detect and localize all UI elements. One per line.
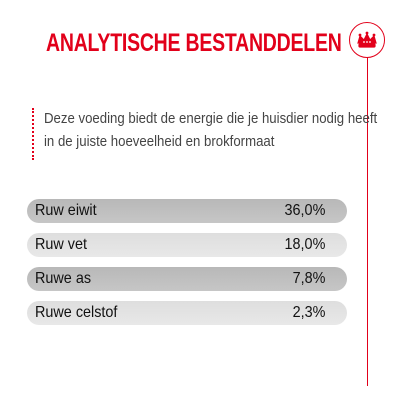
vertical-divider — [367, 56, 368, 386]
row-label: Ruwe celstof — [35, 304, 118, 321]
row-value: 18,0% — [284, 236, 325, 253]
crown-icon — [357, 31, 377, 48]
intro-text: Deze voeding biedt de energie die je hui… — [44, 107, 378, 153]
table-row: Ruwe as 7,8% — [27, 267, 347, 291]
intro-line-2: in de juiste hoeveelheid en brokformaat — [44, 133, 275, 150]
row-label: Ruw vet — [35, 236, 88, 253]
row-value: 2,3% — [292, 304, 325, 321]
page-title: ANALYTISCHE BESTANDDELEN — [46, 29, 342, 57]
table-row: Ruw vet 18,0% — [27, 233, 347, 257]
constituents-table: Ruw eiwit 36,0% Ruw vet 18,0% Ruwe as 7,… — [27, 199, 347, 335]
row-value: 7,8% — [292, 270, 325, 287]
intro-line-1: Deze voeding biedt de energie die je hui… — [44, 110, 378, 127]
table-row: Ruwe celstof 2,3% — [27, 301, 347, 325]
row-value: 36,0% — [284, 202, 325, 219]
brand-badge — [349, 22, 385, 58]
intro-accent-bar — [32, 108, 34, 160]
row-label: Ruwe as — [35, 270, 92, 287]
table-row: Ruw eiwit 36,0% — [27, 199, 347, 223]
row-label: Ruw eiwit — [35, 202, 97, 219]
